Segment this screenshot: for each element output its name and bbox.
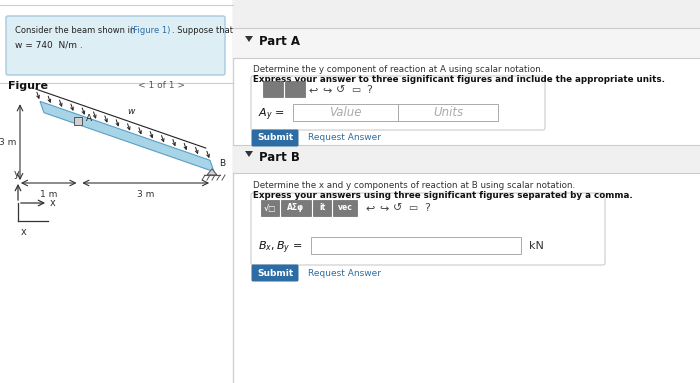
Text: Value: Value	[329, 106, 362, 119]
Text: A: A	[86, 115, 92, 123]
Polygon shape	[40, 101, 214, 172]
Text: ↩: ↩	[365, 203, 375, 213]
Text: 3 m: 3 m	[0, 137, 16, 147]
Bar	[74, 117, 83, 125]
Text: Consider the beam shown in: Consider the beam shown in	[15, 26, 138, 35]
Text: ?: ?	[424, 203, 430, 213]
Text: Part B: Part B	[259, 151, 300, 164]
Text: ↺: ↺	[336, 85, 346, 95]
Bar	[261, 200, 279, 216]
Bar	[233, 0, 700, 383]
Text: x: x	[50, 198, 56, 208]
Text: vec: vec	[337, 203, 352, 213]
Text: 3 m: 3 m	[137, 190, 155, 199]
Bar	[233, 28, 700, 58]
Bar	[263, 81, 283, 97]
Text: $A_y$ =: $A_y$ =	[258, 107, 285, 123]
Bar	[233, 0, 700, 28]
Text: ↺: ↺	[393, 203, 402, 213]
Text: Request Answer: Request Answer	[308, 134, 381, 142]
Text: √□: √□	[264, 203, 276, 213]
Bar	[293, 104, 398, 121]
Text: $B_x, B_y$ =: $B_x, B_y$ =	[258, 240, 302, 256]
Bar	[281, 200, 311, 216]
Text: B: B	[219, 159, 225, 169]
Text: ▭: ▭	[351, 85, 360, 95]
Text: x: x	[21, 227, 27, 237]
Bar	[0, 0, 233, 383]
Text: AΣφ: AΣφ	[288, 203, 304, 213]
Text: ↪: ↪	[322, 85, 332, 95]
Bar	[233, 145, 700, 173]
Text: Request Answer: Request Answer	[308, 268, 381, 278]
Text: ?: ?	[366, 85, 372, 95]
Text: kN: kN	[529, 241, 544, 251]
Text: ↪: ↪	[379, 203, 389, 213]
Bar	[313, 200, 331, 216]
Text: w: w	[127, 107, 135, 116]
Bar	[285, 81, 305, 97]
Text: Submit: Submit	[257, 134, 293, 142]
Polygon shape	[245, 151, 253, 157]
Polygon shape	[207, 169, 217, 175]
Text: . Suppose that: . Suppose that	[172, 26, 233, 35]
FancyBboxPatch shape	[251, 76, 545, 130]
Text: Submit: Submit	[257, 268, 293, 278]
Bar	[398, 104, 498, 121]
Text: w = 740  N/m .: w = 740 N/m .	[15, 40, 83, 49]
Text: (Figure 1): (Figure 1)	[130, 26, 170, 35]
Text: Express your answers using three significant figures separated by a comma.: Express your answers using three signifi…	[253, 191, 633, 200]
Text: < 1 of 1 >: < 1 of 1 >	[138, 81, 185, 90]
Text: Part A: Part A	[259, 35, 300, 48]
Polygon shape	[245, 36, 253, 42]
Text: y: y	[14, 169, 20, 179]
Bar	[333, 200, 357, 216]
Text: Figure: Figure	[8, 81, 48, 91]
Text: 1 m: 1 m	[40, 190, 57, 199]
Text: it: it	[319, 203, 325, 213]
FancyBboxPatch shape	[251, 129, 298, 147]
Text: Units: Units	[433, 106, 463, 119]
Bar	[311, 237, 521, 254]
Text: ▭: ▭	[408, 203, 418, 213]
FancyBboxPatch shape	[251, 193, 605, 265]
FancyBboxPatch shape	[6, 16, 225, 75]
Text: Determine the x and y components of reaction at B using scalar notation.: Determine the x and y components of reac…	[253, 181, 575, 190]
FancyBboxPatch shape	[251, 265, 298, 282]
Text: Express your answer to three significant figures and include the appropriate uni: Express your answer to three significant…	[253, 75, 665, 84]
Text: Determine the y component of reaction at A using scalar notation.: Determine the y component of reaction at…	[253, 65, 543, 74]
Text: ↩: ↩	[308, 85, 318, 95]
